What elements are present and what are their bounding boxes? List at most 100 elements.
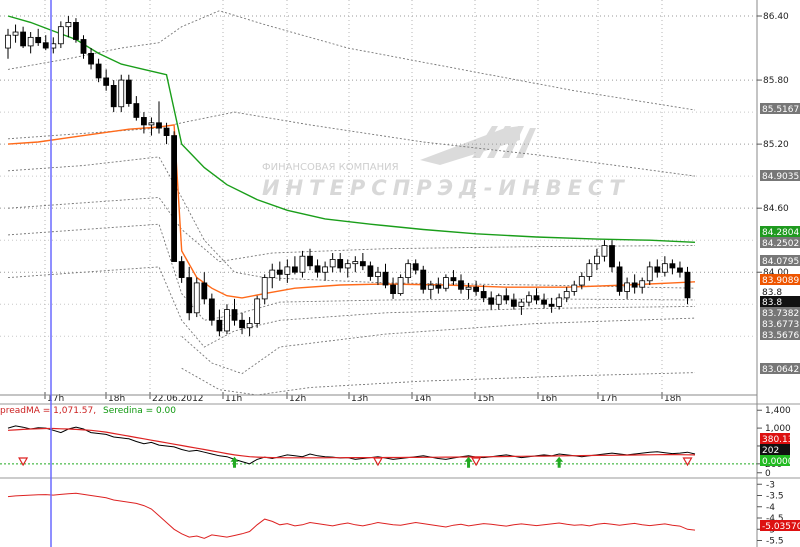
candle [88, 48, 94, 70]
candle [148, 117, 155, 136]
candle-body-down [616, 266, 623, 292]
candle [329, 253, 336, 273]
candle-body-up [322, 266, 329, 273]
low-tick-label: -4 [766, 503, 775, 513]
candle [677, 261, 683, 278]
candle-body-down [276, 269, 283, 275]
candle [420, 265, 427, 294]
candle-body-down [20, 31, 27, 47]
candle [427, 280, 434, 299]
x-tick-label: 17h [47, 394, 64, 404]
candle-body-up [118, 79, 125, 108]
candle-body-up [352, 261, 359, 265]
candle-body-up [556, 297, 563, 307]
candle-body-down [42, 42, 49, 49]
ind-tick-label: 1,400 [765, 406, 791, 416]
candle-body-up [329, 259, 336, 268]
candle-body-up [594, 255, 600, 265]
price-label: 83.9089 [762, 276, 799, 286]
candle [291, 256, 298, 275]
ind-value-box [760, 455, 790, 466]
ind-tick-label: 1,000 [765, 424, 791, 434]
candle [571, 280, 578, 296]
candle-body-down [133, 103, 140, 118]
candle-body-down [473, 286, 480, 292]
candle [110, 80, 117, 113]
price-label-box [760, 170, 800, 181]
candle [12, 24, 19, 43]
candle-body-up [397, 277, 404, 294]
candle-body-down [654, 266, 661, 273]
candle [352, 256, 359, 273]
candle-body-down [412, 263, 419, 271]
candle-body-down [239, 319, 245, 329]
candle-body-down [337, 259, 344, 269]
price-label: 83.6773 [762, 320, 799, 330]
candle [133, 96, 140, 121]
candle-body-down [231, 309, 238, 321]
candle [390, 277, 396, 299]
candle [412, 259, 419, 275]
candle-body-down [88, 52, 94, 65]
y-tick-label: 85.80 [763, 76, 789, 86]
candle-body-down [435, 284, 442, 289]
candle [5, 28, 11, 59]
ind-tick-label: 0 [765, 469, 771, 479]
candle-body-up [427, 284, 434, 290]
candle [646, 261, 653, 286]
price-label: 83.5676 [762, 331, 799, 341]
y-tick-label: 84.60 [763, 204, 789, 214]
candle [322, 261, 329, 281]
candle [27, 32, 34, 54]
candle [541, 293, 547, 309]
candle-body-down [510, 299, 517, 307]
candle [73, 18, 79, 43]
candle-body-down [390, 284, 396, 294]
low-value-box [760, 520, 800, 531]
y-tick-label: 85.20 [763, 140, 789, 150]
candle-body-up [526, 295, 532, 303]
candle [231, 298, 238, 326]
svg-text:preadMA = 1,071.57, Seredi: preadMA = 1,071.57, Seredina = 0.00 [0, 406, 176, 416]
candle-body-down [156, 122, 162, 129]
candle [669, 259, 676, 275]
candle [458, 274, 464, 294]
price-label-box [760, 307, 800, 318]
candle [548, 297, 555, 313]
up-arrow-icon [230, 456, 239, 468]
candle-body-down [110, 85, 117, 108]
candle [314, 259, 321, 278]
candle-body-down [208, 298, 215, 321]
candle [65, 16, 72, 38]
candle-body-up [405, 263, 412, 278]
price-label: 84.9035 [762, 172, 799, 182]
candle [616, 261, 623, 296]
candle [450, 270, 457, 286]
x-tick-label: 12h [289, 394, 306, 404]
candle-body-down [35, 36, 42, 44]
low-value-label: -5.03570 [762, 522, 800, 532]
candle-body-up [57, 26, 64, 45]
candle [95, 58, 102, 83]
candle-body-down [103, 77, 110, 86]
candle-body-down [95, 63, 102, 79]
y-tick-label: 86.40 [763, 12, 789, 22]
candle-body-up [65, 22, 72, 28]
candle-body-up [571, 284, 578, 292]
price-label: 83.0642 [762, 365, 799, 375]
candle-body-up [269, 269, 276, 278]
x-tick-label: 16h [540, 394, 557, 404]
candle-body-down [307, 255, 313, 267]
candle [208, 293, 215, 326]
candle [216, 309, 223, 337]
candle-body-down [291, 266, 298, 273]
candle-body-down [201, 282, 208, 300]
candle-body-down [631, 282, 638, 288]
candle-body-up [518, 301, 525, 307]
candle [118, 74, 125, 113]
candle-body-down [503, 295, 510, 301]
candle [125, 74, 132, 107]
candlesticks [5, 16, 691, 337]
